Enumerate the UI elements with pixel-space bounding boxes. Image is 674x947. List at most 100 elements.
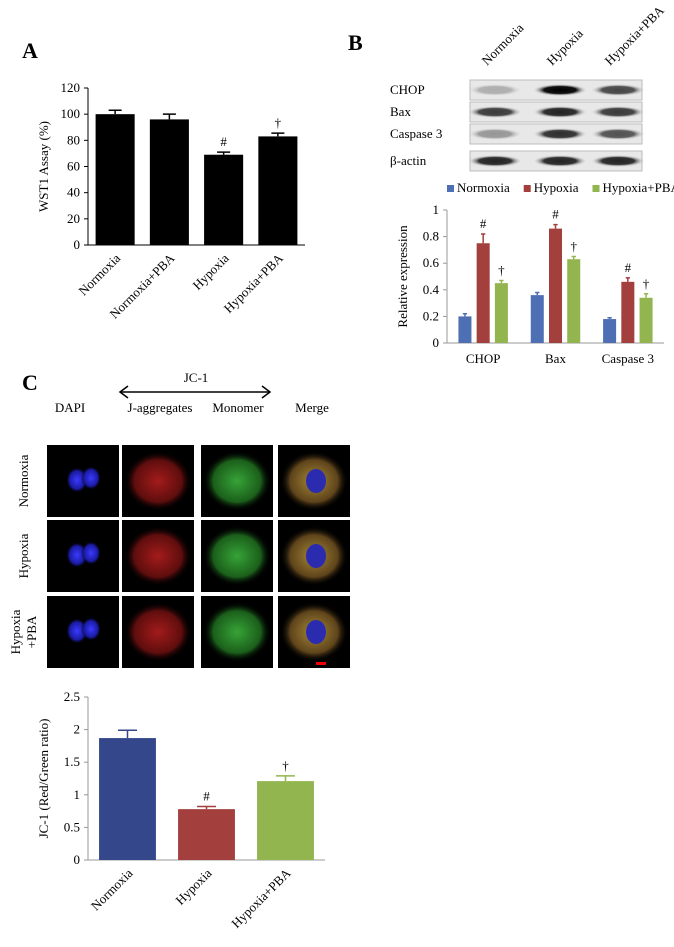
significance-mark: # [552,207,559,222]
blot-band [533,128,587,140]
significance-mark: † [570,239,577,254]
nucleus [306,544,326,568]
bar [204,154,244,245]
blot-band [468,155,522,167]
lane-label: Hypoxia [544,26,586,68]
y-axis-label: JC-1 (Red/Green ratio) [36,719,51,839]
x-tick-label: Normoxia [88,865,136,913]
bar [99,738,156,860]
row-label: Normoxia [16,454,31,507]
bar [494,283,508,343]
column-label: J-aggregates [128,400,193,415]
y-tick-label: 1 [74,787,81,802]
column-label: Merge [295,400,329,415]
bar [178,809,235,860]
significance-mark: † [498,262,505,277]
bar [95,114,135,246]
x-tick-label: Hypoxia+PBA [228,865,294,931]
error-bar [643,293,649,298]
y-tick-label: 0 [74,237,81,252]
y-tick-label: 1.5 [64,754,80,769]
significance-mark: † [282,758,289,773]
row-label: Hypoxia [8,609,23,654]
error-bar [276,775,295,782]
blot-band [533,106,587,118]
error-bar [197,805,216,810]
cell [203,602,271,662]
cell [124,451,192,511]
nucleus [81,617,101,641]
significance-mark: # [480,216,487,231]
error-bar [625,277,631,282]
bar [530,295,544,343]
y-tick-label: 0 [433,335,440,350]
bar [603,319,617,343]
nucleus [81,466,101,490]
band-label: CHOP [390,82,425,97]
bar [258,136,298,245]
blot-band [533,155,587,167]
y-tick-label: 0.6 [423,255,440,270]
y-axis-label: WST1 Assay (%) [36,121,51,212]
blot-band [533,84,587,96]
bracket-label: JC-1 [184,370,209,385]
panel-label: A [22,38,38,63]
bar [476,243,490,343]
nucleus [81,541,101,565]
blot-band [591,84,645,96]
y-tick-label: 100 [61,106,81,121]
cell [203,451,271,511]
error-bar [217,151,231,155]
error-bar [480,233,486,244]
error-bar [571,255,576,260]
y-tick-label: 80 [67,132,80,147]
significance-mark: # [625,260,632,275]
error-bar [553,223,558,229]
significance-mark: # [220,134,227,149]
column-label: DAPI [55,400,85,415]
y-tick-label: 0.8 [423,229,439,244]
y-tick-label: 120 [61,80,81,95]
bar [458,316,472,343]
y-tick-label: 20 [67,211,80,226]
y-tick-label: 40 [67,185,80,200]
y-tick-label: 2 [74,722,81,737]
significance-mark: † [643,276,650,291]
legend-swatch [523,185,531,192]
blot-band [468,106,522,118]
band-label: β-actin [390,153,427,168]
significance-mark: † [275,115,282,130]
blot-band [468,128,522,140]
blot-band [468,84,522,96]
error-bar [499,279,504,284]
error-bar [535,291,540,296]
bar [621,281,635,343]
legend-swatch [592,185,600,192]
y-tick-label: 0 [74,852,81,867]
legend-swatch [447,185,454,192]
error-bar [271,132,285,137]
significance-mark: # [203,789,210,804]
bar [567,259,581,343]
legend-label: Normoxia [457,180,510,195]
blot-band [591,128,645,140]
panel-label: B [348,30,363,55]
error-bar [462,312,468,317]
error-bar [162,113,176,120]
x-tick-label: Bax [545,351,566,366]
y-tick-label: 1 [433,202,440,217]
x-tick-label: Hypoxia [189,250,231,292]
y-axis-label: Relative expression [395,225,410,328]
y-tick-label: 0.2 [423,308,439,323]
blot-band [591,106,645,118]
x-tick-label: Hypoxia [172,865,214,907]
x-tick-label: Caspase 3 [602,351,654,366]
legend-label: Hypoxia+PBA [603,180,674,195]
nucleus [306,469,326,493]
error-bar [108,109,122,115]
x-tick-label: Normoxia [75,250,123,298]
band-label: Bax [390,104,411,119]
micrographs: DAPI J-aggregates Monomer Merge Normoxia Hypo… [8,400,350,668]
bar [548,228,563,343]
